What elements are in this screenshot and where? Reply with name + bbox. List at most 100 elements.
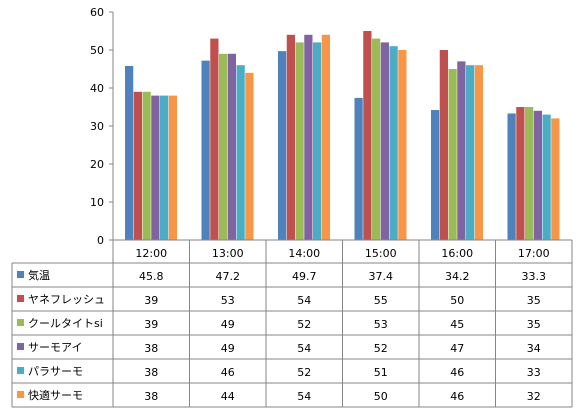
legend-label: ヤネフレッシュ: [28, 293, 105, 306]
bar: [439, 50, 448, 240]
legend-label: クールタイトsi: [28, 317, 103, 330]
bar: [313, 42, 322, 241]
bar: [219, 53, 228, 240]
bar: [466, 65, 475, 240]
bar: [457, 61, 466, 241]
bar: [210, 38, 219, 240]
x-tick-label: 13:00: [212, 247, 244, 260]
bar: [295, 42, 304, 241]
data-label: 50: [374, 390, 388, 403]
data-label: 33: [527, 366, 541, 379]
data-label: 45.8: [139, 270, 164, 283]
data-label: 45: [450, 318, 464, 331]
data-label: 39: [144, 294, 158, 307]
data-label: 39: [144, 318, 158, 331]
data-label: 32: [527, 390, 541, 403]
bar: [354, 97, 363, 240]
bar: [551, 118, 560, 240]
bar: [304, 34, 313, 240]
data-label: 54: [297, 390, 311, 403]
data-label: 47.2: [216, 270, 241, 283]
data-label: 50: [450, 294, 464, 307]
data-label: 47: [450, 342, 464, 355]
data-label: 54: [297, 342, 311, 355]
x-tick-label: 12:00: [135, 247, 167, 260]
y-tick-label: 40: [90, 82, 104, 95]
bar: [321, 34, 330, 240]
data-label: 46: [450, 366, 464, 379]
bar: [431, 110, 440, 240]
x-tick-label: 16:00: [441, 247, 473, 260]
data-label: 35: [527, 294, 541, 307]
bar: [542, 114, 551, 240]
y-tick-label: 60: [90, 6, 104, 19]
x-tick-label: 15:00: [365, 247, 397, 260]
data-label: 54: [297, 294, 311, 307]
legend-label: サーモアイ: [28, 341, 82, 354]
data-label: 38: [144, 390, 158, 403]
y-tick-label: 20: [90, 158, 104, 171]
data-label: 49.7: [292, 270, 317, 283]
data-label: 44: [221, 390, 235, 403]
data-label: 52: [297, 366, 311, 379]
data-label: 52: [297, 318, 311, 331]
data-label: 51: [374, 366, 388, 379]
bar: [151, 95, 160, 240]
data-label: 34.2: [445, 270, 470, 283]
data-table: 12:00 13:00 14:00 15:00 16:00 17:00 気温 45.8 47.2…: [11, 239, 573, 408]
plot-area: [125, 31, 560, 241]
bar: [168, 95, 177, 240]
data-label: 53: [374, 318, 388, 331]
data-label: 49: [221, 318, 235, 331]
y-tick-label: 10: [90, 196, 104, 209]
data-label: 38: [144, 342, 158, 355]
bar: [448, 69, 457, 240]
bar: [516, 107, 525, 240]
legend-key: [17, 343, 24, 350]
bar: [245, 72, 254, 240]
y-axis: 0 10 20 30 40 50 60: [90, 6, 114, 247]
legend-key: [17, 295, 24, 302]
data-label: 37.4: [369, 270, 394, 283]
bar: [286, 34, 295, 240]
bar: [398, 50, 407, 240]
legend-label: 気温: [28, 268, 50, 282]
data-label: 52: [374, 342, 388, 355]
data-label: 46: [450, 390, 464, 403]
bar: [533, 110, 542, 240]
data-label: 35: [527, 318, 541, 331]
x-tick-label: 14:00: [288, 247, 320, 260]
legend-key: [17, 391, 24, 398]
data-label: 34: [527, 342, 541, 355]
data-label: 46: [221, 366, 235, 379]
bar: [133, 91, 142, 240]
bar: [380, 42, 389, 241]
bar: [201, 60, 210, 240]
data-label: 53: [221, 294, 235, 307]
legend-key: [17, 367, 24, 374]
bar: [227, 53, 236, 240]
x-tick-label: 17:00: [518, 247, 550, 260]
legend-key: [17, 319, 24, 326]
bar: [278, 51, 287, 240]
bar: [372, 38, 381, 240]
data-label: 33.3: [522, 270, 547, 283]
legend-label: パラサーモ: [28, 365, 83, 378]
bar: [389, 46, 398, 241]
bar: [160, 95, 169, 240]
bar: [363, 31, 372, 240]
y-tick-label: 0: [97, 234, 104, 247]
bar: [474, 65, 483, 240]
y-tick-label: 30: [90, 120, 104, 133]
bar: [125, 65, 134, 241]
data-label: 55: [374, 294, 388, 307]
data-label: 38: [144, 366, 158, 379]
bar: [525, 107, 534, 240]
legend-label: 快適サーモ: [28, 388, 83, 402]
data-label: 49: [221, 342, 235, 355]
bar: [142, 91, 151, 240]
legend-key: [17, 271, 24, 278]
y-tick-label: 50: [90, 44, 104, 57]
bar: [236, 65, 245, 240]
